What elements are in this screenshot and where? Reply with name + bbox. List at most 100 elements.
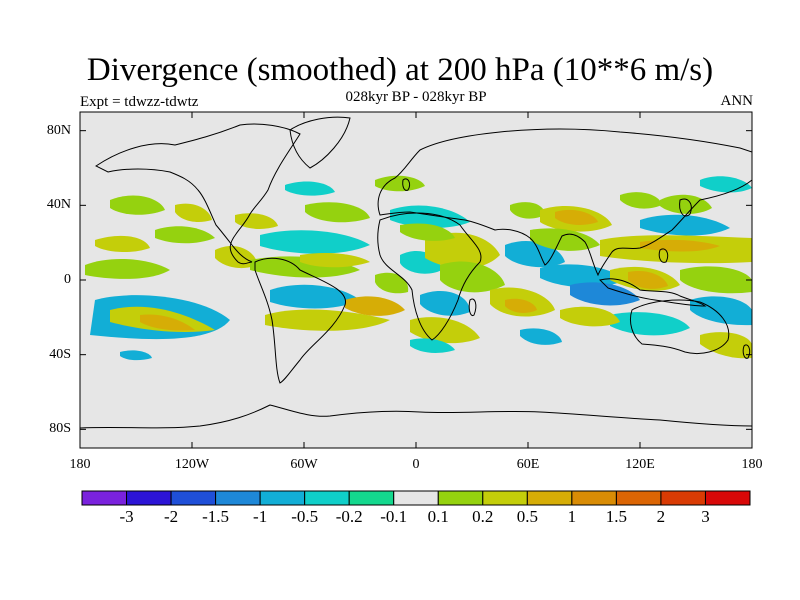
period-label: 028kyr BP - 028kyr BP xyxy=(345,89,487,105)
anomaly-patch xyxy=(235,213,278,229)
anomaly-patch xyxy=(345,296,405,316)
colorbar-swatch xyxy=(437,490,484,506)
colorbar-label: -2 xyxy=(163,507,179,526)
anomaly-patch xyxy=(530,228,600,251)
coastline-south-america xyxy=(254,257,346,384)
anomaly-patch xyxy=(375,272,409,294)
anomaly-patch xyxy=(260,230,370,254)
divergence-field xyxy=(85,175,752,361)
colorbar-label: 0.5 xyxy=(516,507,538,526)
anomaly-patch xyxy=(120,350,152,361)
colorbar-label: -0.1 xyxy=(380,507,408,526)
colorbar-label: 3 xyxy=(701,507,710,526)
anomaly-patch xyxy=(375,175,425,192)
colorbar-label: -1 xyxy=(253,507,268,526)
colorbar-label: 1 xyxy=(567,507,577,526)
map-title: Divergence (smoothed) at 200 hPa (10**6 … xyxy=(86,52,714,88)
colorbar-label: 2 xyxy=(656,507,666,526)
anomaly-patch xyxy=(175,203,212,223)
colorbar-swatch xyxy=(615,490,662,506)
coastlines xyxy=(80,116,752,429)
coastline-africa xyxy=(377,212,482,341)
colorbar xyxy=(81,490,751,506)
y-tick-label: 80S xyxy=(49,421,71,437)
colorbar-label: -3 xyxy=(119,507,134,526)
coastline-uk xyxy=(402,178,411,191)
anomaly-patch xyxy=(390,205,470,228)
x-tick-label: 60E xyxy=(516,457,540,472)
anomaly-patch xyxy=(420,291,470,316)
colorbar-swatch xyxy=(170,490,217,506)
anomaly-patch xyxy=(660,194,712,214)
colorbar-label: 0.1 xyxy=(427,507,449,526)
y-tick-label: 0 xyxy=(64,272,71,287)
anomaly-patch xyxy=(540,264,625,288)
anomaly-patch xyxy=(505,298,537,313)
y-tick-label: 40S xyxy=(49,346,71,362)
x-tick-label: 120E xyxy=(625,457,655,472)
coastline-japan xyxy=(679,198,692,217)
anomaly-patch xyxy=(270,284,360,309)
colorbar-label: 0.2 xyxy=(472,507,494,526)
anomaly-patch xyxy=(410,317,480,344)
colorbar-label: 1.5 xyxy=(605,507,628,526)
anomaly-patch xyxy=(560,306,620,327)
anomaly-patch xyxy=(110,195,165,215)
colorbar-swatch xyxy=(660,490,706,506)
coastline-philippines xyxy=(658,248,669,263)
anomaly-patch xyxy=(440,261,505,293)
anomaly-patch xyxy=(680,266,752,294)
colorbar-swatch xyxy=(215,490,261,506)
colorbar-swatch xyxy=(126,490,172,506)
anomaly-patch xyxy=(265,309,390,331)
anomaly-patch xyxy=(520,328,562,345)
anomaly-patch xyxy=(640,239,720,252)
anomaly-patch xyxy=(410,338,455,353)
anomaly-patch xyxy=(95,235,150,253)
x-tick-label: 0 xyxy=(412,457,420,472)
season-label: ANN xyxy=(720,93,754,109)
anomaly-patch xyxy=(555,209,598,225)
anomaly-patch xyxy=(155,226,215,244)
colorbar-label: -1.5 xyxy=(202,507,230,526)
anomaly-patch xyxy=(285,181,335,196)
colorbar-label: -0.2 xyxy=(335,507,363,526)
anomaly-patch xyxy=(570,282,640,306)
coastline-antarctica xyxy=(80,404,752,429)
anomaly-patch xyxy=(640,214,730,236)
colorbar-swatch xyxy=(704,490,751,506)
anomaly-patch xyxy=(215,245,258,269)
anomaly-patch xyxy=(510,202,545,219)
colorbar-swatch xyxy=(81,490,128,506)
colorbar-label: -0.5 xyxy=(291,507,319,526)
colorbar-swatch xyxy=(526,490,573,506)
x-tick-label: 180 xyxy=(69,457,91,472)
x-tick-label: 180 xyxy=(741,457,763,472)
colorbar-swatch xyxy=(393,490,439,506)
y-tick-label: 40N xyxy=(46,197,71,213)
anomaly-patch xyxy=(140,314,195,331)
axis-ticks xyxy=(79,112,753,448)
experiment-label: Expt = tdwzz-tdwtz xyxy=(80,94,199,110)
colorbar-swatch xyxy=(259,490,306,506)
coastline-new-zealand xyxy=(742,344,751,359)
colorbar-swatch xyxy=(571,490,617,506)
anomaly-patch xyxy=(425,232,500,269)
coastline-madagascar xyxy=(468,298,477,317)
anomaly-patch xyxy=(690,296,752,326)
colorbar-swatch xyxy=(482,490,528,506)
anomaly-patch xyxy=(305,202,370,223)
coastline-north-america xyxy=(95,123,301,265)
coastline-eurasia xyxy=(377,128,752,277)
anomaly-patch xyxy=(700,332,752,359)
colorbar-swatch xyxy=(304,490,350,506)
anomaly-patch xyxy=(620,192,662,209)
coastline-australia xyxy=(629,299,730,354)
anomaly-patch xyxy=(300,252,370,268)
coastline-greenland xyxy=(289,116,351,169)
anomaly-patch xyxy=(400,223,455,241)
anomaly-patch xyxy=(628,270,668,289)
anomaly-patch xyxy=(85,258,170,279)
y-tick-label: 80N xyxy=(46,122,71,138)
